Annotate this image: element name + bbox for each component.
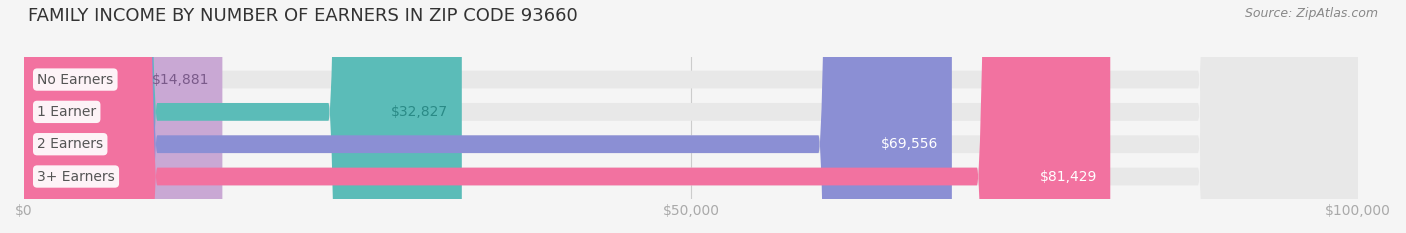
FancyBboxPatch shape <box>24 0 1111 233</box>
Text: $81,429: $81,429 <box>1039 170 1097 184</box>
FancyBboxPatch shape <box>24 0 1358 233</box>
Text: Source: ZipAtlas.com: Source: ZipAtlas.com <box>1244 7 1378 20</box>
FancyBboxPatch shape <box>24 0 952 233</box>
FancyBboxPatch shape <box>24 0 222 233</box>
Text: No Earners: No Earners <box>37 72 114 87</box>
Text: 1 Earner: 1 Earner <box>37 105 96 119</box>
Text: $69,556: $69,556 <box>882 137 939 151</box>
FancyBboxPatch shape <box>24 0 461 233</box>
FancyBboxPatch shape <box>24 0 1358 233</box>
Text: $32,827: $32,827 <box>391 105 449 119</box>
FancyBboxPatch shape <box>24 0 1358 233</box>
Text: 3+ Earners: 3+ Earners <box>37 170 115 184</box>
FancyBboxPatch shape <box>24 0 1358 233</box>
Text: 2 Earners: 2 Earners <box>37 137 103 151</box>
Text: $14,881: $14,881 <box>152 72 209 87</box>
Text: FAMILY INCOME BY NUMBER OF EARNERS IN ZIP CODE 93660: FAMILY INCOME BY NUMBER OF EARNERS IN ZI… <box>28 7 578 25</box>
